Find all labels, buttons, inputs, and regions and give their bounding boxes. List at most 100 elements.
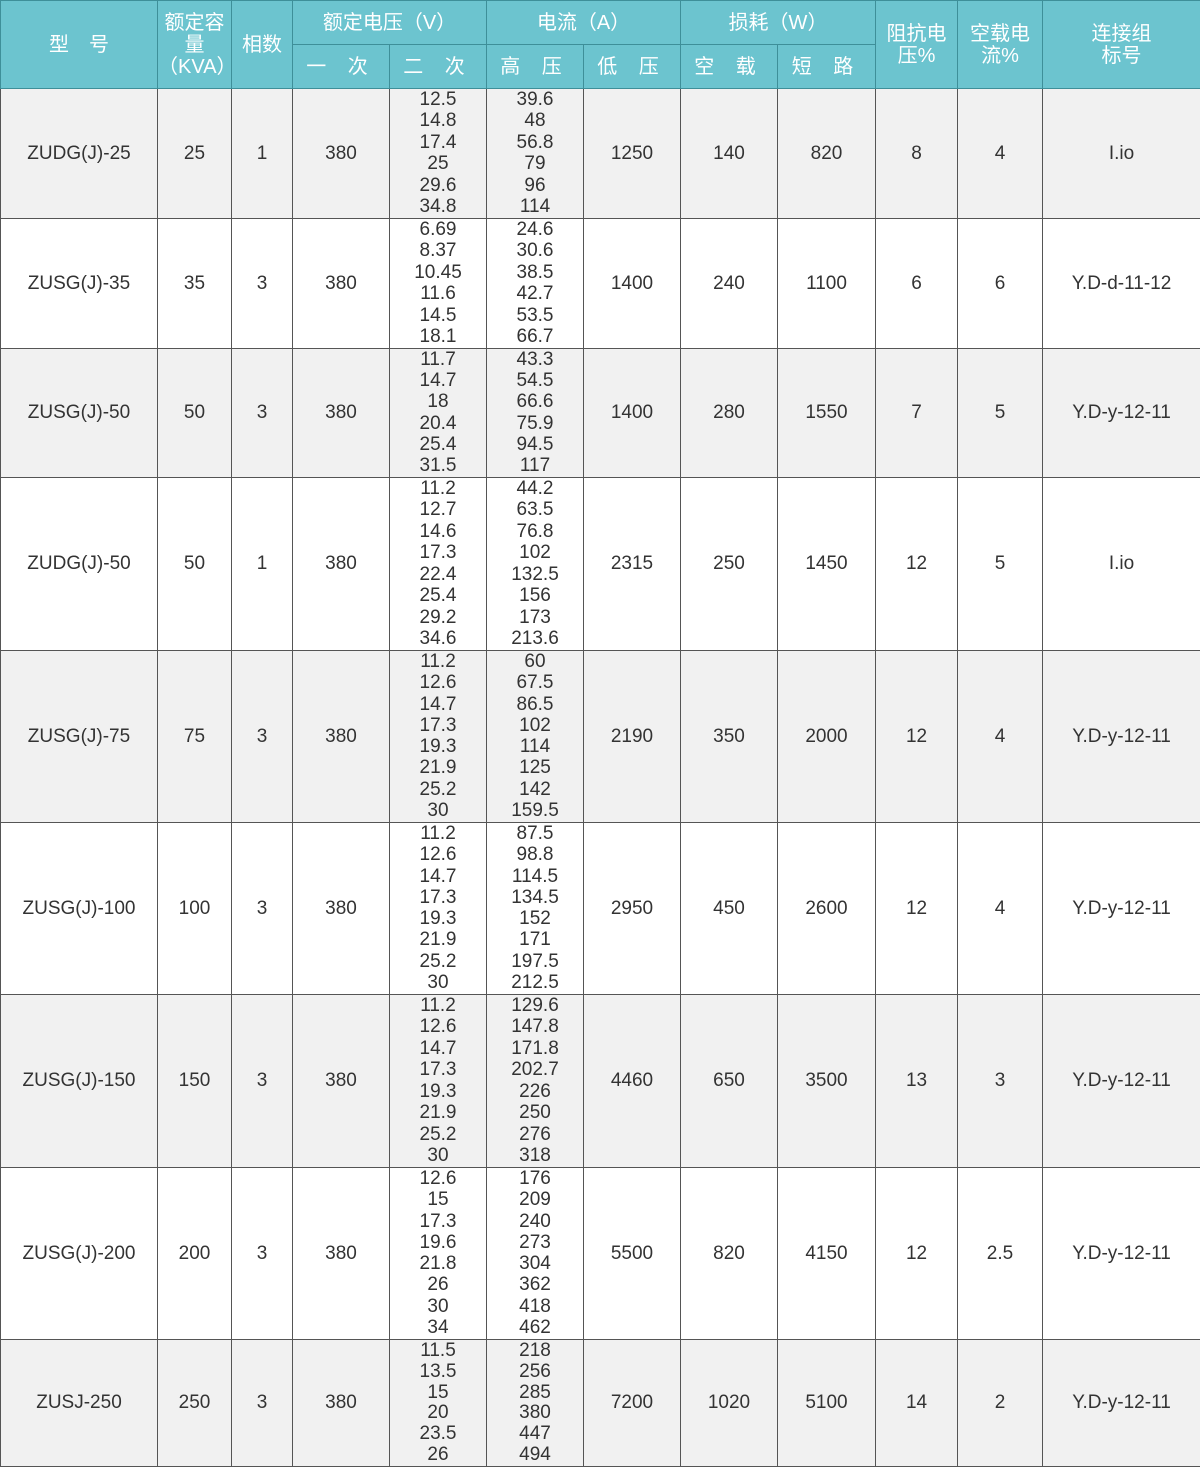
cell-phase: 3 (232, 995, 293, 1168)
cell-value: 24.6 (487, 220, 583, 240)
cell-value: 79 (487, 154, 583, 174)
cell-value: 276 (487, 1125, 583, 1145)
cell-value: 53.5 (487, 306, 583, 326)
cell-value: 76.8 (487, 522, 583, 542)
cell-low-voltage-current: 1400 (584, 349, 681, 478)
cell-short-circuit-loss: 2600 (778, 823, 876, 995)
cell-value: 14.6 (390, 522, 486, 542)
cell-phase: 1 (232, 89, 293, 219)
cell-value: 96 (487, 176, 583, 196)
cell-value: 14.7 (390, 1039, 486, 1059)
cell-capacity: 50 (158, 349, 232, 478)
cell-value: 494 (487, 1445, 583, 1465)
cell-value: 171.8 (487, 1039, 583, 1059)
cell-low-voltage-current: 1250 (584, 89, 681, 219)
cell-value: 256 (487, 1362, 583, 1382)
cell-value: 30 (390, 1146, 486, 1166)
cell-phase: 3 (232, 823, 293, 995)
cell-value: 56.8 (487, 133, 583, 153)
cell-capacity: 25 (158, 89, 232, 219)
cell-value: 25 (390, 154, 486, 174)
cell-no-load-loss: 820 (681, 1168, 778, 1340)
cell-value: 20 (390, 1403, 486, 1423)
cell-low-voltage-current: 4460 (584, 995, 681, 1168)
cell-value: 132.5 (487, 565, 583, 585)
cell-no-load-loss: 140 (681, 89, 778, 219)
header-model: 型 号 (1, 1, 158, 89)
cell-value: 218 (487, 1341, 583, 1361)
cell-value: 176 (487, 1169, 583, 1189)
cell-value: 39.6 (487, 90, 583, 110)
cell-value: 447 (487, 1424, 583, 1444)
cell-value: 12.6 (390, 673, 486, 693)
cell-value: 75.9 (487, 414, 583, 434)
header-connection-group: 连接组标号 (1043, 1, 1200, 89)
cell-value: 10.45 (390, 263, 486, 283)
header-primary: 一 次 (293, 45, 390, 89)
cell-value: 60 (487, 652, 583, 672)
cell-value: 25.2 (390, 1125, 486, 1145)
cell-value: 25.2 (390, 780, 486, 800)
cell-impedance-voltage: 12 (876, 651, 958, 823)
cell-value: 202.7 (487, 1060, 583, 1080)
cell-value: 11.7 (390, 350, 486, 370)
cell-value: 14.7 (390, 371, 486, 391)
cell-no-load-current: 4 (958, 651, 1043, 823)
cell-capacity: 50 (158, 478, 232, 651)
cell-connection-group: I.io (1043, 478, 1200, 651)
cell-impedance-voltage: 7 (876, 349, 958, 478)
cell-connection-group: Y.D-y-12-11 (1043, 1168, 1200, 1340)
cell-value: 34.8 (390, 197, 486, 217)
cell-value: 380 (487, 1403, 583, 1423)
cell-value: 171 (487, 930, 583, 950)
cell-impedance-voltage: 12 (876, 1168, 958, 1340)
cell-value: 134.5 (487, 888, 583, 908)
cell-phase: 3 (232, 651, 293, 823)
header-loss: 损耗（W） (681, 1, 876, 45)
cell-capacity: 35 (158, 219, 232, 349)
cell-value: 25.4 (390, 586, 486, 606)
cell-value: 13.5 (390, 1362, 486, 1382)
cell-connection-group: Y.D-y-12-11 (1043, 823, 1200, 995)
cell-no-load-current: 3 (958, 995, 1043, 1168)
cell-model: ZUSG(J)-75 (1, 651, 158, 823)
cell-value: 462 (487, 1318, 583, 1338)
cell-value: 362 (487, 1275, 583, 1295)
cell-value: 142 (487, 780, 583, 800)
cell-value: 30 (390, 973, 486, 993)
cell-value: 34 (390, 1318, 486, 1338)
cell-value: 11.2 (390, 479, 486, 499)
cell-short-circuit-loss: 1100 (778, 219, 876, 349)
cell-impedance-voltage: 12 (876, 823, 958, 995)
cell-impedance-voltage: 6 (876, 219, 958, 349)
cell-short-circuit-loss: 2000 (778, 651, 876, 823)
cell-value: 14.5 (390, 306, 486, 326)
header-current: 电流（A） (487, 1, 681, 45)
cell-value: 21.9 (390, 1103, 486, 1123)
cell-value: 209 (487, 1190, 583, 1210)
cell-short-circuit-loss: 3500 (778, 995, 876, 1168)
cell-connection-group: Y.D-y-12-11 (1043, 995, 1200, 1168)
cell-value: 226 (487, 1082, 583, 1102)
cell-value: 12.6 (390, 845, 486, 865)
cell-value: 14.7 (390, 867, 486, 887)
cell-primary-voltage: 380 (293, 1340, 390, 1467)
cell-model: ZUDG(J)-25 (1, 89, 158, 219)
cell-impedance-voltage: 8 (876, 89, 958, 219)
cell-primary-voltage: 380 (293, 349, 390, 478)
cell-value: 147.8 (487, 1017, 583, 1037)
cell-value: 21.9 (390, 758, 486, 778)
header-no-load-current: 空载电流% (958, 1, 1043, 89)
cell-model: ZUSJ-250 (1, 1340, 158, 1467)
cell-value: 102 (487, 543, 583, 563)
cell-impedance-voltage: 14 (876, 1340, 958, 1467)
